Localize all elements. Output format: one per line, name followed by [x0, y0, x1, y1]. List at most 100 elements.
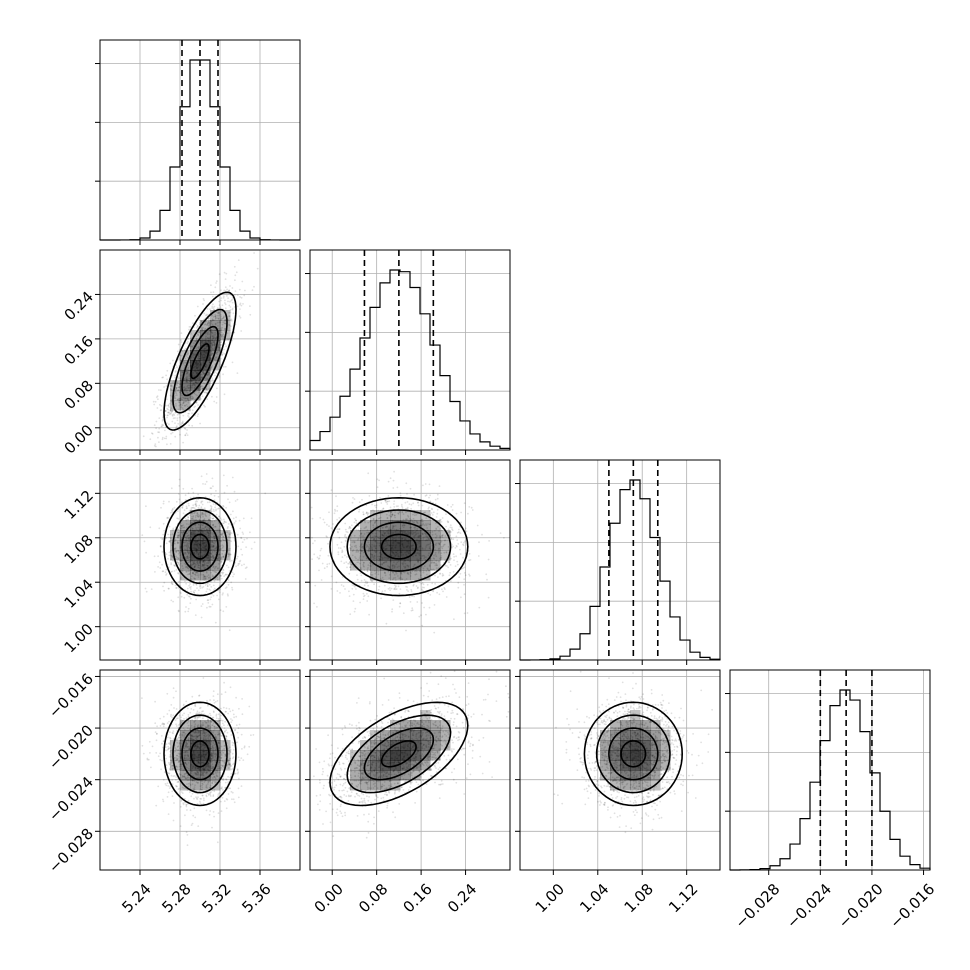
scatter-point: [181, 404, 184, 406]
scatter-point: [233, 490, 236, 493]
scatter-point: [224, 322, 227, 325]
scatter-point: [253, 285, 255, 288]
scatter-point: [406, 506, 409, 509]
scatter-point: [204, 584, 207, 586]
scatter-point: [205, 377, 207, 380]
scatter-point: [418, 581, 421, 583]
scatter-point: [439, 573, 441, 575]
scatter-point: [450, 538, 453, 541]
scatter-point: [158, 561, 161, 564]
scatter-point: [210, 354, 212, 356]
scatter-point: [221, 317, 224, 320]
scatter-point: [189, 583, 191, 585]
scatter-point: [205, 590, 208, 593]
scatter-point: [401, 505, 403, 508]
y-tick-label: 0.08: [61, 377, 97, 413]
scatter-point: [392, 487, 395, 489]
density-cell: [380, 550, 391, 561]
scatter-point: [210, 370, 213, 373]
scatter-point: [177, 572, 179, 574]
scatter-point: [210, 351, 213, 353]
scatter-point: [191, 345, 194, 348]
scatter-point: [208, 324, 211, 326]
scatter-point: [385, 622, 388, 625]
scatter-point: [227, 300, 229, 303]
scatter-point: [212, 316, 215, 318]
scatter-point: [217, 495, 220, 498]
scatter-point: [168, 500, 170, 503]
scatter-point: [243, 563, 246, 566]
scatter-point: [201, 395, 204, 398]
scatter-point: [409, 601, 412, 603]
density-cell: [370, 540, 381, 551]
scatter-point: [213, 319, 215, 322]
density-cell: [390, 560, 401, 571]
scatter-point: [208, 317, 210, 320]
scatter-point: [212, 328, 215, 330]
scatter-point: [179, 433, 181, 436]
scatter-point: [418, 615, 421, 618]
scatter-point: [460, 521, 462, 524]
scatter-point: [206, 599, 209, 602]
scatter-point: [153, 444, 156, 447]
scatter-point: [182, 512, 185, 515]
scatter-point: [450, 580, 452, 582]
scatter-point: [452, 553, 455, 555]
scatter-point: [356, 578, 359, 581]
scatter-point: [316, 556, 319, 559]
scatter-point: [428, 606, 431, 609]
scatter-point: [206, 606, 208, 609]
scatter-point: [154, 443, 157, 445]
scatter-point: [233, 573, 235, 576]
scatter-point: [202, 303, 204, 305]
scatter-point: [169, 394, 172, 397]
scatter-point: [250, 517, 253, 520]
scatter-point: [339, 592, 341, 594]
scatter-point: [478, 606, 481, 609]
scatter-point: [376, 486, 379, 489]
scatter-point: [197, 404, 199, 406]
scatter-point: [212, 584, 215, 587]
scatter-point: [167, 557, 170, 560]
scatter-point: [212, 594, 215, 597]
scatter-point: [232, 798, 235, 801]
scatter-point: [211, 377, 214, 380]
scatter-point: [162, 416, 164, 419]
scatter-point: [193, 507, 196, 509]
scatter-point: [402, 612, 405, 615]
scatter-point: [238, 723, 241, 726]
scatter-point: [186, 350, 189, 353]
scatter-point: [178, 386, 181, 389]
scatter-point: [186, 507, 189, 509]
scatter-point: [225, 345, 228, 348]
scatter-point: [338, 517, 341, 519]
scatter-point: [216, 594, 219, 597]
scatter-point: [371, 580, 374, 583]
scatter-point: [393, 470, 395, 473]
scatter-point: [169, 412, 172, 415]
scatter-point: [410, 588, 413, 591]
scatter-point: [165, 553, 168, 556]
scatter-point: [228, 290, 231, 292]
scatter-point: [220, 335, 223, 338]
scatter-point: [200, 500, 203, 503]
scatter-point: [224, 365, 227, 368]
scatter-point: [158, 427, 161, 430]
scatter-point: [173, 414, 176, 416]
scatter-point: [366, 592, 368, 595]
scatter-point: [157, 398, 159, 401]
scatter-point: [233, 306, 236, 308]
scatter-point: [196, 332, 199, 335]
scatter-point: [463, 612, 466, 615]
scatter-point: [214, 316, 217, 319]
scatter-point: [452, 538, 455, 541]
scatter-point: [197, 493, 200, 496]
scatter-point: [202, 483, 204, 485]
y-tick-label: 1.08: [61, 531, 97, 567]
scatter-point: [198, 321, 201, 324]
scatter-point: [164, 410, 167, 412]
scatter-point: [162, 533, 165, 536]
scatter-point: [178, 485, 181, 487]
density-cell: [350, 540, 361, 551]
scatter-point: [234, 520, 237, 522]
